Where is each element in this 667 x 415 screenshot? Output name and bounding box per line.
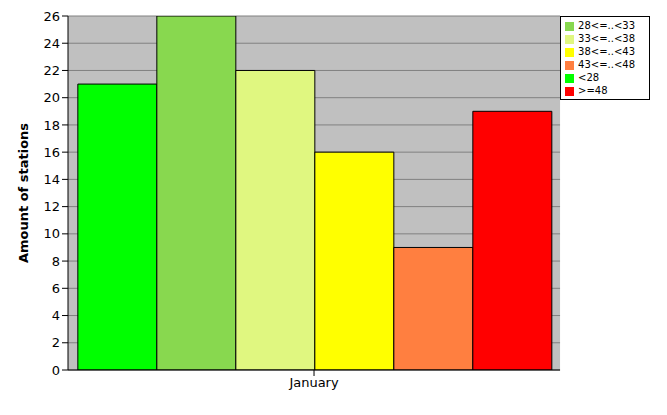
svg-text:0: 0	[52, 363, 60, 378]
svg-text:Amount of stations: Amount of stations	[16, 123, 31, 263]
svg-text:4: 4	[52, 308, 60, 323]
html-text:33<=..<38: 33<=..<38	[578, 33, 635, 44]
svg-text:6: 6	[52, 281, 60, 296]
svg-text:10: 10	[43, 226, 60, 241]
svg-text:12: 12	[43, 199, 60, 214]
svg-text:24: 24	[43, 36, 60, 51]
html-text:<28: <28	[578, 72, 600, 83]
svg-text:22: 22	[43, 63, 60, 78]
svg-text:18: 18	[43, 118, 60, 133]
html-text:43<=..<48: 43<=..<48	[578, 59, 635, 70]
html-text:>=48: >=48	[578, 85, 608, 96]
html-text:28<=..<33: 28<=..<33	[578, 20, 635, 31]
svg-text:26: 26	[43, 9, 60, 24]
svg-text:8: 8	[52, 254, 60, 269]
svg-text:January: January	[288, 375, 339, 390]
svg-text:16: 16	[43, 145, 60, 160]
html-text:38<=..<43: 38<=..<43	[578, 46, 635, 57]
svg-text:2: 2	[52, 335, 60, 350]
svg-text:20: 20	[43, 90, 60, 105]
svg-text:14: 14	[43, 172, 60, 187]
